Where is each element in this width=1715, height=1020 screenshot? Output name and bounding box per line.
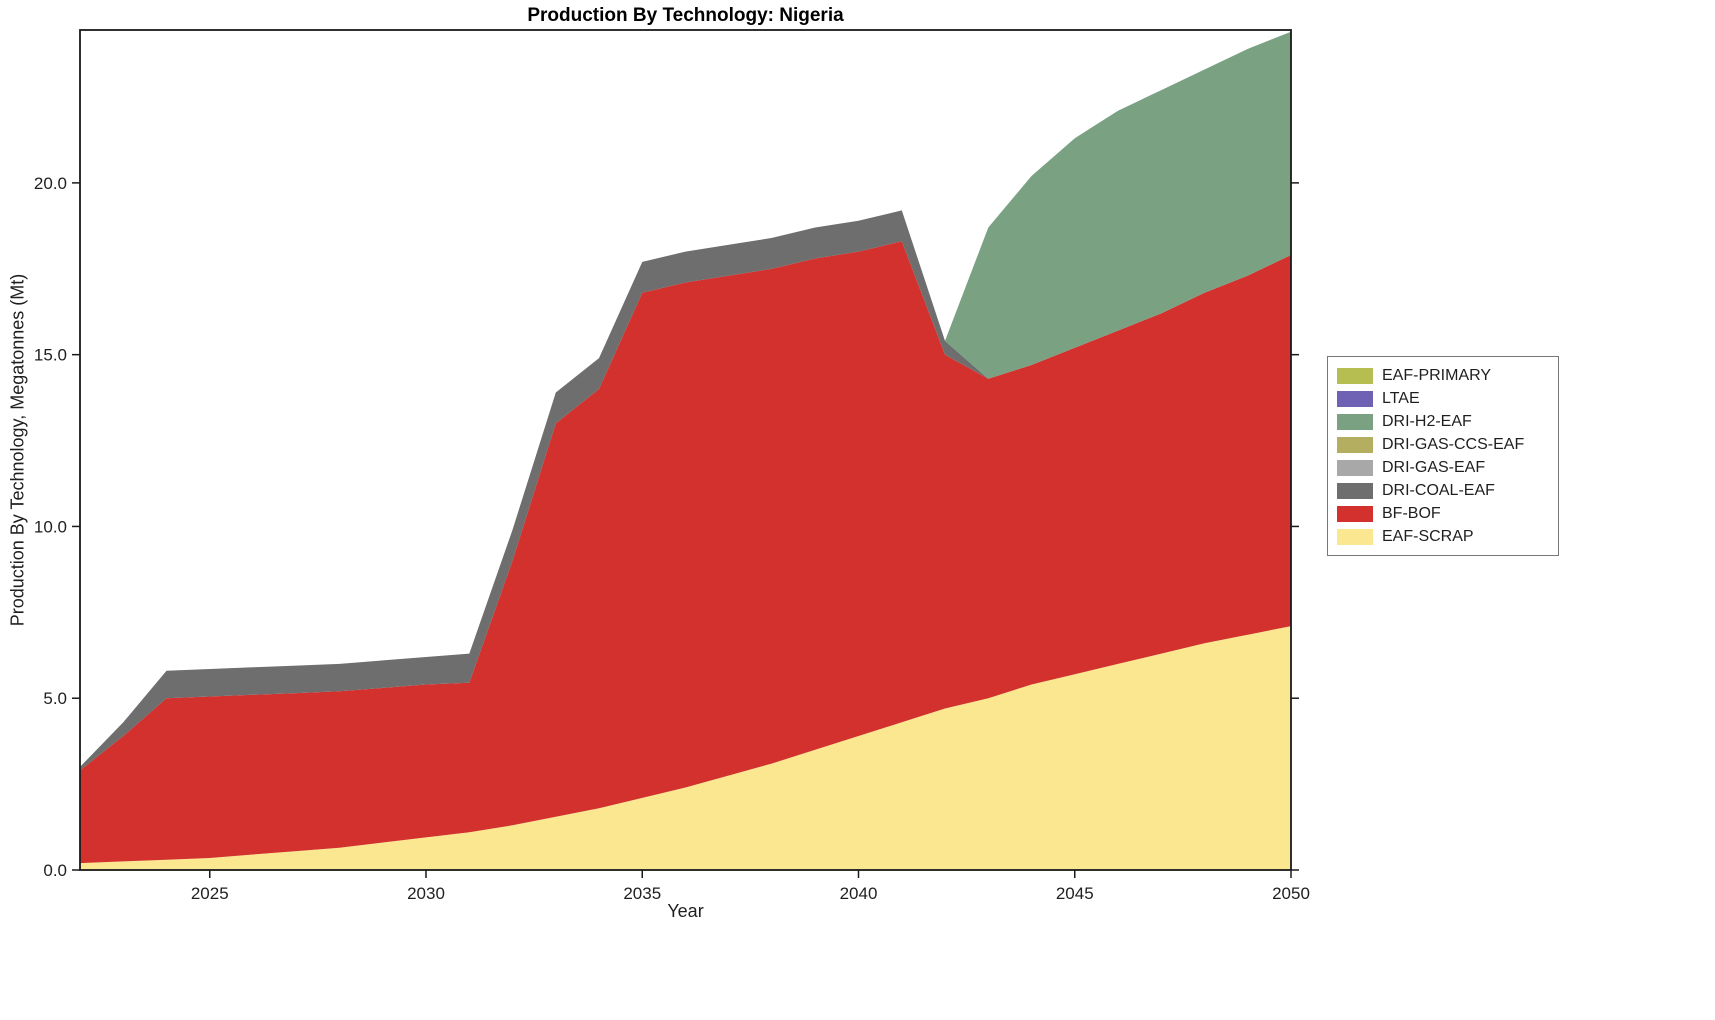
y-tick-label: 0.0 [43, 861, 67, 880]
legend-item: BF-BOF [1337, 502, 1549, 525]
legend-label: DRI-H2-EAF [1382, 412, 1472, 430]
area-bf-bof [80, 241, 1291, 864]
y-axis-label: Production By Technology, Megatonnes (Mt… [7, 273, 28, 627]
y-tick-label: 10.0 [34, 517, 67, 536]
y-tick-label: 20.0 [34, 174, 67, 193]
legend-label: DRI-GAS-EAF [1382, 458, 1486, 476]
legend-swatch-dri-h2-eaf [1337, 413, 1373, 430]
legend-swatch-dri-gas-ccs-eaf [1337, 436, 1373, 453]
legend-label: BF-BOF [1382, 504, 1441, 522]
x-tick-label: 2040 [840, 884, 878, 903]
area-eaf-scrap [80, 626, 1291, 870]
legend-swatch-dri-gas-eaf [1337, 459, 1373, 476]
x-axis-label: Year [667, 901, 704, 921]
x-tick-label: 2030 [407, 884, 445, 903]
legend-label: DRI-GAS-CCS-EAF [1382, 435, 1525, 453]
legend-swatch-ltae [1337, 390, 1373, 407]
legend-label: DRI-COAL-EAF [1382, 481, 1495, 499]
x-tick-label: 2050 [1272, 884, 1310, 903]
legend-item: DRI-H2-EAF [1337, 410, 1549, 433]
legend-label: EAF-SCRAP [1382, 527, 1474, 545]
legend: EAF-PRIMARY LTAE DRI-H2-EAF DRI-GAS-CCS-EAF… [1327, 356, 1559, 556]
y-tick-label: 5.0 [43, 689, 67, 708]
legend-item: LTAE [1337, 387, 1549, 410]
chart-title: Production By Technology: Nigeria [527, 5, 844, 26]
legend-swatch-bf-bof [1337, 505, 1373, 522]
legend-item: EAF-PRIMARY [1337, 364, 1549, 387]
legend-item: DRI-GAS-EAF [1337, 456, 1549, 479]
legend-item: DRI-COAL-EAF [1337, 479, 1549, 502]
legend-label: LTAE [1382, 389, 1420, 407]
x-tick-label: 2025 [191, 884, 229, 903]
y-tick-label: 15.0 [34, 346, 67, 365]
legend-item: DRI-GAS-CCS-EAF [1337, 433, 1549, 456]
legend-label: EAF-PRIMARY [1382, 366, 1492, 384]
legend-item: EAF-SCRAP [1337, 525, 1549, 548]
x-tick-label: 2045 [1056, 884, 1094, 903]
legend-swatch-dri-coal-eaf [1337, 482, 1373, 499]
area-dri-h2-eaf [80, 31, 1291, 767]
plot-border [79, 29, 1292, 871]
legend-swatch-eaf-scrap [1337, 528, 1373, 545]
x-tick-label: 2035 [623, 884, 661, 903]
legend-swatch-eaf-primary [1337, 367, 1373, 384]
